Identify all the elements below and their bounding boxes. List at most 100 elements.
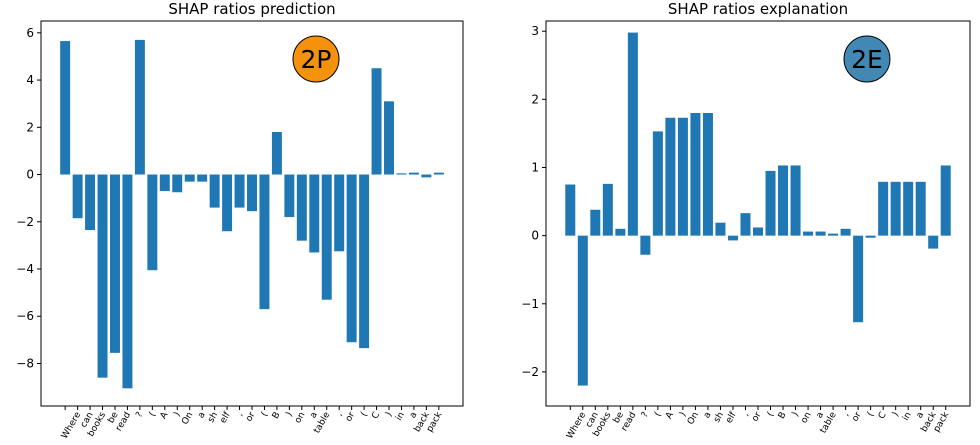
- bar-2-20: [815, 231, 826, 236]
- xtick-label: ): [384, 411, 394, 419]
- xtick-label: a: [815, 411, 826, 421]
- badge-label: 2E: [851, 45, 883, 74]
- bar-1-1: [72, 174, 83, 219]
- bar-1-2: [85, 174, 96, 231]
- xtick-label: ): [891, 411, 901, 419]
- xtick-label: elf: [724, 410, 739, 425]
- xtick-label: ?: [134, 410, 145, 419]
- bar-2-26: [890, 181, 901, 236]
- xtick-label: ): [285, 411, 295, 419]
- bar-2-22: [840, 228, 851, 236]
- xtick-label: ,: [841, 411, 851, 418]
- chart-title: SHAP ratios explanation: [668, 0, 848, 18]
- xtick-label: (: [359, 411, 369, 419]
- xtick-label: a: [702, 411, 713, 421]
- bar-1-29: [421, 174, 432, 178]
- bar-1-6: [134, 39, 145, 175]
- xtick-label: or: [850, 410, 863, 423]
- xtick-label: or: [344, 410, 357, 423]
- xtick-label: a: [915, 411, 926, 421]
- xtick-label: ,: [335, 411, 345, 418]
- bar-2-25: [878, 181, 889, 236]
- ytick-label: 2: [26, 120, 34, 134]
- xtick-label: ): [791, 411, 801, 419]
- bar-1-30: [433, 172, 444, 175]
- bar-2-28: [915, 181, 926, 236]
- xtick-label: C: [370, 411, 382, 421]
- xtick-label: B: [777, 411, 789, 421]
- bar-2-8: [665, 117, 676, 236]
- ytick-label: −2: [16, 215, 34, 229]
- xtick-label: on: [799, 411, 813, 426]
- bar-1-24: [359, 174, 370, 349]
- bar-2-2: [590, 209, 601, 236]
- bar-2-30: [940, 165, 951, 236]
- bar-1-5: [122, 174, 133, 389]
- ytick-label: 0: [531, 229, 539, 243]
- bar-2-24: [865, 235, 876, 238]
- bar-2-19: [803, 231, 814, 236]
- xtick-label: A: [159, 410, 171, 421]
- xtick-label: sh: [712, 411, 726, 425]
- ytick-label: −4: [16, 262, 34, 276]
- bar-1-8: [159, 174, 170, 192]
- bar-1-3: [97, 174, 108, 378]
- xtick-label: C: [877, 411, 889, 421]
- xtick-label: (: [260, 411, 270, 419]
- xtick-label: ): [678, 411, 688, 419]
- ytick-label: 2: [531, 92, 539, 106]
- xtick-label: (: [766, 411, 776, 419]
- bar-1-14: [234, 174, 245, 208]
- ytick-label: −8: [16, 356, 34, 370]
- bar-2-4: [615, 228, 626, 236]
- ytick-label: −1: [521, 297, 539, 311]
- xtick-label: a: [196, 411, 207, 421]
- bar-2-0: [565, 184, 576, 236]
- bar-1-0: [60, 41, 71, 175]
- xtick-label: or: [750, 410, 763, 423]
- xtick-label: sh: [206, 411, 220, 425]
- chart-title: SHAP ratios prediction: [168, 0, 335, 18]
- bar-2-11: [702, 112, 713, 236]
- ytick-label: 6: [26, 26, 34, 40]
- badge-circle: [843, 35, 891, 83]
- ytick-label: −6: [16, 309, 34, 323]
- panel-badge: 2P: [292, 35, 340, 83]
- bar-2-6: [640, 235, 651, 255]
- bar-2-7: [652, 131, 663, 236]
- bar-2-12: [715, 222, 726, 236]
- xtick-label: On: [180, 411, 195, 427]
- bar-1-16: [259, 174, 270, 310]
- ytick-label: 1: [531, 161, 539, 175]
- bar-2-14: [740, 213, 751, 236]
- ytick-label: 4: [26, 73, 34, 87]
- bar-2-3: [602, 183, 613, 236]
- bar-1-20: [309, 174, 320, 253]
- bar-2-23: [853, 235, 864, 323]
- panel-badge: 2E: [843, 35, 891, 83]
- bar-1-12: [209, 174, 220, 208]
- xtick-label: On: [686, 411, 701, 427]
- bar-1-13: [222, 174, 233, 232]
- bar-1-11: [197, 174, 208, 182]
- bar-2-21: [828, 233, 839, 236]
- ytick-label: 0: [26, 168, 34, 182]
- bar-2-29: [928, 235, 939, 249]
- bar-1-19: [296, 174, 307, 241]
- bar-1-18: [284, 174, 295, 218]
- xtick-label: in: [901, 411, 914, 423]
- bar-2-13: [727, 235, 738, 241]
- bar-2-5: [627, 32, 638, 236]
- bar-1-4: [110, 174, 120, 353]
- xtick-label: ?: [640, 410, 651, 419]
- xtick-label: (: [148, 411, 158, 419]
- bar-2-17: [778, 165, 789, 236]
- xtick-label: (: [866, 411, 876, 419]
- bar-1-23: [346, 174, 357, 343]
- bar-1-25: [371, 68, 382, 175]
- xtick-label: (: [653, 411, 663, 419]
- bar-1-26: [384, 101, 394, 175]
